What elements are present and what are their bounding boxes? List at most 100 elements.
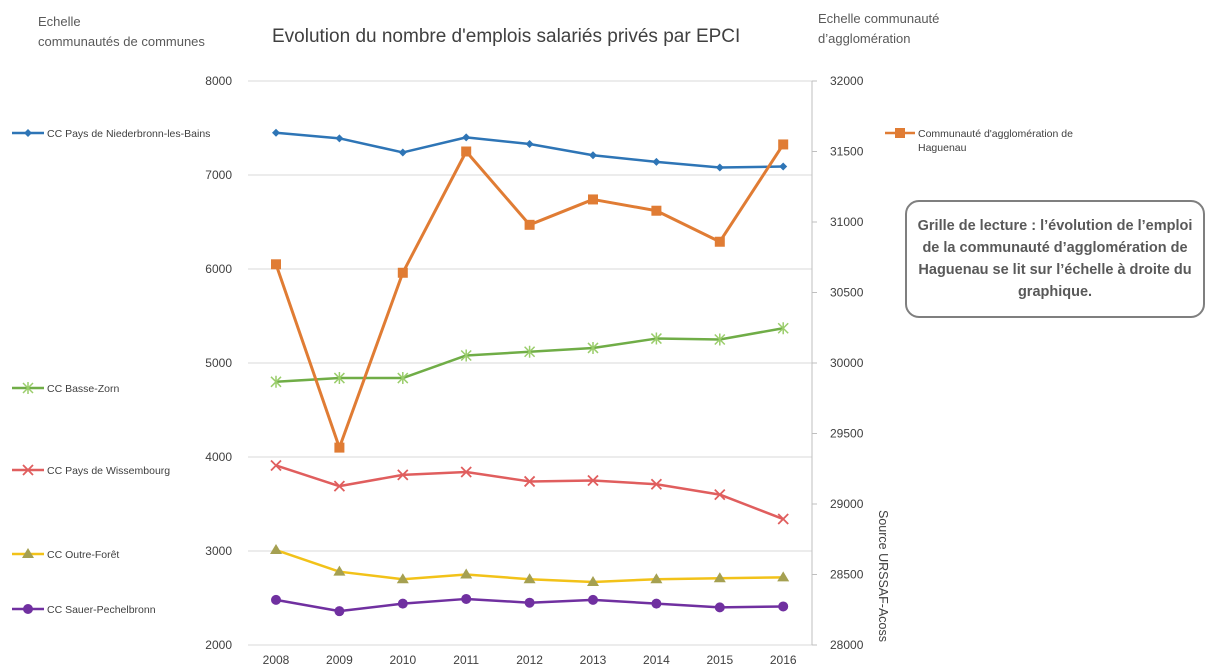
legend-marker-communaut-d-agglom-ration-de-haguenau — [895, 128, 905, 138]
data-point-cc-pays-de-niederbronn-les-bains — [525, 139, 534, 148]
data-point-cc-pays-de-wissembourg — [333, 480, 346, 492]
data-point-cc-basse-zorn — [460, 349, 472, 362]
series-line-cc-pays-de-niederbronn-les-bains — [275, 131, 784, 169]
y-left-tick-label: 8000 — [205, 74, 232, 88]
data-point-communaut-d-agglom-ration-de-haguenau — [397, 267, 408, 278]
data-point-cc-sauer-pechelbronn — [397, 598, 408, 609]
data-point-communaut-d-agglom-ration-de-haguenau — [524, 219, 535, 230]
right-scale-label: Echelle communauté d’agglomération — [818, 11, 940, 46]
legend-label-cc-basse-zorn: CC Basse-Zorn — [47, 383, 120, 395]
reading-guide-text: Grille de lecture : l’évolution de l’emp… — [917, 218, 1193, 300]
x-tick-label: 2013 — [580, 653, 607, 667]
y-right-tick-label: 30500 — [830, 286, 864, 300]
data-point-cc-basse-zorn — [650, 332, 662, 345]
y-right-tick-label: 31500 — [830, 145, 864, 159]
chart-title: Evolution du nombre d'emplois salariés p… — [272, 26, 741, 47]
y-left-tick-label: 6000 — [205, 262, 232, 276]
data-point-cc-outre-for-t — [460, 568, 473, 579]
data-point-cc-sauer-pechelbronn — [651, 598, 662, 609]
y-right-tick-label: 29000 — [830, 497, 864, 511]
data-point-cc-outre-for-t — [523, 573, 536, 584]
data-point-cc-pays-de-niederbronn-les-bains — [652, 157, 661, 166]
data-point-cc-pays-de-wissembourg — [587, 474, 599, 487]
x-tick-label: 2016 — [770, 653, 797, 667]
y-right-tick-label: 30000 — [830, 356, 864, 370]
legend-label-cc-outre-for-t: CC Outre-Forêt — [47, 549, 119, 561]
data-point-cc-basse-zorn — [587, 341, 599, 354]
left-scale-label: Echelle communautés de communes — [38, 14, 205, 49]
y-left-tick-label: 2000 — [205, 638, 232, 652]
data-point-cc-basse-zorn — [397, 372, 409, 385]
data-point-cc-pays-de-wissembourg — [714, 488, 726, 501]
y-right-tick-label: 32000 — [830, 74, 864, 88]
data-point-cc-pays-de-wissembourg — [777, 513, 789, 525]
legend-marker-cc-pays-de-wissembourg — [22, 464, 34, 476]
source-note: Source URSSAF-Acoss — [876, 510, 890, 642]
data-point-cc-outre-for-t — [713, 572, 726, 583]
data-point-cc-sauer-pechelbronn — [714, 602, 725, 613]
y-left-tick-label: 4000 — [205, 450, 232, 464]
x-tick-label: 2010 — [389, 653, 416, 667]
data-point-cc-outre-for-t — [270, 544, 282, 555]
legend-label-cc-sauer-pechelbronn: CC Sauer-Pechelbronn — [47, 604, 156, 616]
data-point-cc-sauer-pechelbronn — [334, 606, 345, 617]
y-left-tick-label: 3000 — [205, 544, 232, 558]
x-tick-label: 2011 — [453, 653, 479, 667]
data-point-cc-pays-de-niederbronn-les-bains — [715, 163, 724, 172]
data-point-cc-pays-de-wissembourg — [270, 459, 282, 472]
data-point-cc-pays-de-niederbronn-les-bains — [779, 162, 788, 171]
data-point-communaut-d-agglom-ration-de-haguenau — [588, 194, 598, 205]
series-line-communaut-d-agglom-ration-de-haguenau — [274, 143, 785, 450]
data-point-cc-sauer-pechelbronn — [588, 594, 598, 605]
data-point-cc-pays-de-niederbronn-les-bains — [398, 148, 407, 157]
legend-marker-cc-sauer-pechelbronn — [23, 604, 33, 614]
data-point-cc-pays-de-niederbronn-les-bains — [462, 133, 471, 142]
x-tick-label: 2009 — [326, 653, 353, 667]
data-point-cc-outre-for-t — [333, 565, 346, 576]
y-left-tick-label: 5000 — [205, 356, 232, 370]
x-tick-label: 2012 — [516, 653, 543, 667]
data-point-cc-pays-de-niederbronn-les-bains — [272, 128, 280, 137]
y-right-tick-label: 28000 — [830, 638, 864, 652]
data-point-cc-outre-for-t — [587, 576, 599, 587]
data-point-cc-basse-zorn — [524, 345, 536, 358]
data-point-cc-outre-for-t — [777, 571, 790, 582]
data-point-cc-pays-de-wissembourg — [650, 478, 663, 490]
data-point-cc-pays-de-niederbronn-les-bains — [589, 151, 597, 160]
data-point-communaut-d-agglom-ration-de-haguenau — [334, 442, 345, 453]
data-point-cc-pays-de-niederbronn-les-bains — [335, 134, 344, 143]
data-point-cc-basse-zorn — [333, 372, 345, 385]
reading-guide-callout: Grille de lecture : l’évolution de l’emp… — [905, 200, 1205, 318]
data-point-cc-outre-for-t — [396, 573, 409, 584]
legend-label-cc-pays-de-niederbronn-les-bains: CC Pays de Niederbronn-les-Bains — [47, 128, 210, 140]
legend-label-cc-pays-de-wissembourg: CC Pays de Wissembourg — [47, 465, 170, 477]
data-point-communaut-d-agglom-ration-de-haguenau — [271, 259, 281, 270]
y-right-tick-label: 31000 — [830, 215, 864, 229]
data-point-cc-sauer-pechelbronn — [524, 597, 535, 608]
legend-marker-cc-outre-for-t — [22, 548, 34, 558]
data-point-cc-sauer-pechelbronn — [271, 594, 281, 605]
y-right-tick-label: 28500 — [830, 568, 864, 582]
y-left-tick-label: 7000 — [205, 168, 232, 182]
data-point-cc-basse-zorn — [714, 333, 726, 346]
data-point-cc-sauer-pechelbronn — [778, 601, 789, 612]
data-point-cc-sauer-pechelbronn — [461, 593, 472, 604]
y-right-tick-label: 29500 — [830, 427, 864, 441]
data-point-cc-basse-zorn — [270, 375, 282, 388]
data-point-cc-pays-de-wissembourg — [460, 466, 472, 478]
x-tick-label: 2008 — [263, 653, 290, 667]
data-point-cc-pays-de-wissembourg — [523, 475, 536, 488]
data-point-cc-outre-for-t — [650, 573, 663, 584]
x-tick-label: 2014 — [643, 653, 670, 667]
legend-marker-cc-pays-de-niederbronn-les-bains — [24, 129, 32, 137]
data-point-cc-basse-zorn — [777, 322, 789, 335]
data-point-communaut-d-agglom-ration-de-haguenau — [461, 146, 472, 157]
data-point-communaut-d-agglom-ration-de-haguenau — [651, 205, 662, 216]
legend-label-communaut-d-agglom-ration-de-haguenau: Communauté d'agglomération de Haguenau — [918, 128, 1073, 154]
data-point-communaut-d-agglom-ration-de-haguenau — [778, 139, 789, 150]
series-line-cc-pays-de-wissembourg — [275, 464, 784, 521]
data-point-communaut-d-agglom-ration-de-haguenau — [714, 236, 725, 247]
x-tick-label: 2015 — [706, 653, 733, 667]
data-point-cc-pays-de-wissembourg — [397, 469, 409, 481]
